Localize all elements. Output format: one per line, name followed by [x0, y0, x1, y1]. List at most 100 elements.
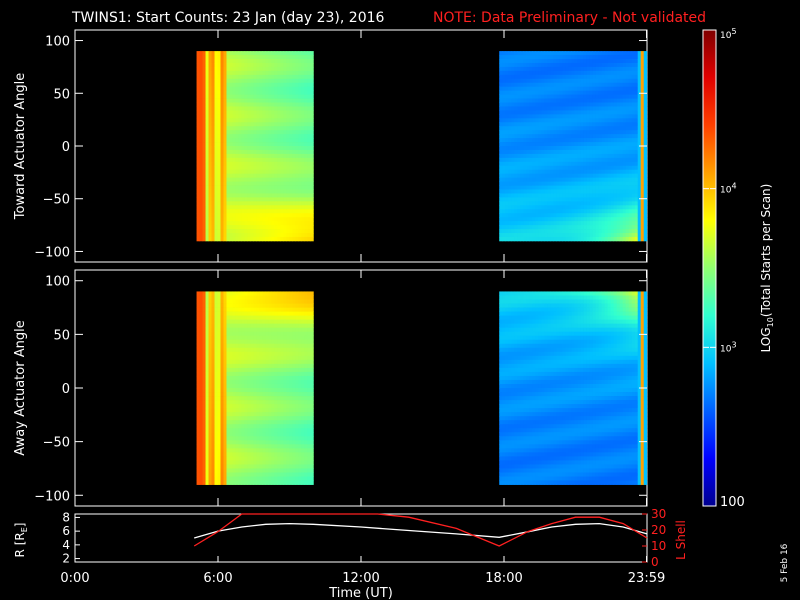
heatmap-cell [604, 146, 609, 151]
heatmap-cell [625, 169, 630, 175]
heatmap-cell [205, 86, 209, 92]
heatmap-cell [514, 225, 518, 230]
heatmap-cell [232, 110, 236, 115]
heatmap-cell [610, 189, 615, 194]
heatmap-cell [262, 173, 266, 179]
heatmap-cell [235, 440, 239, 445]
heatmap-cell [196, 363, 200, 369]
heatmap-cell [301, 201, 305, 206]
heatmap-cell [217, 363, 221, 369]
heatmap-cell [208, 331, 212, 337]
heatmap-cell [229, 400, 233, 405]
heatmap-cell [562, 225, 566, 230]
heatmap-cell [565, 59, 569, 64]
heatmap-cell [547, 177, 551, 182]
heatmap-cell [196, 331, 200, 337]
heatmap-cell [217, 347, 221, 353]
heatmap-cell [229, 185, 233, 190]
heatmap-cell [205, 59, 209, 64]
heatmap-cell [559, 59, 563, 64]
heatmap-cell [202, 142, 206, 147]
heatmap-cell [262, 146, 266, 151]
heatmap-cell [526, 161, 530, 167]
heatmap-cell [556, 205, 560, 210]
heatmap-cell [535, 146, 539, 151]
heatmap-cell [229, 347, 233, 353]
heatmap-cell [514, 185, 518, 190]
heatmap-cell [253, 94, 257, 99]
heatmap-cell [607, 173, 612, 179]
heatmap-cell [589, 193, 593, 198]
heatmap-cell [223, 90, 227, 95]
heatmap-cell [625, 181, 630, 186]
heatmap-cell [544, 201, 548, 206]
heatmap-cell [628, 110, 633, 115]
heatmap-cell [637, 102, 642, 107]
heatmap-cell [202, 363, 206, 369]
heatmap-cell [553, 181, 557, 186]
heatmap-cell [214, 82, 218, 88]
heatmap-cell [220, 122, 224, 127]
heatmap-cell [256, 149, 260, 155]
heatmap-cell [544, 157, 548, 163]
heatmap-cell [220, 355, 224, 361]
heatmap-cell [589, 169, 593, 175]
heatmap-cell [571, 189, 575, 194]
heatmap-cell [280, 130, 284, 135]
heatmap-cell [277, 118, 281, 123]
heatmap-cell [508, 181, 512, 186]
heatmap-cell [514, 102, 518, 107]
heatmap-cell [505, 209, 509, 214]
heatmap-cell [568, 236, 572, 242]
heatmap-cell [508, 59, 512, 64]
heatmap-cell [268, 70, 272, 76]
heatmap-cell [586, 209, 590, 214]
heatmap-cell [226, 460, 230, 465]
heatmap-cell [211, 335, 215, 341]
heatmap-cell [202, 476, 206, 481]
heatmap-cell [502, 209, 506, 214]
heatmap-cell [208, 225, 212, 230]
heatmap-cell [550, 138, 554, 143]
heatmap-cell [634, 134, 639, 139]
heatmap-cell [556, 185, 560, 190]
heatmap-cell [628, 114, 633, 119]
heatmap-cell [520, 55, 524, 60]
heatmap-cell [628, 181, 633, 186]
heatmap-cell [253, 118, 257, 123]
heatmap-cell [295, 94, 299, 99]
heatmap-cell [241, 213, 245, 218]
heatmap-cell [574, 86, 578, 92]
heatmap-cell [628, 134, 633, 139]
heatmap-cell [217, 134, 221, 139]
heatmap-cell [208, 66, 212, 72]
heatmap-cell [235, 205, 239, 210]
heatmap-cell [559, 181, 563, 186]
heatmap-cell [550, 217, 554, 222]
heatmap-cell [292, 138, 296, 143]
heatmap-cell [238, 114, 242, 119]
heatmap-cell [196, 74, 200, 80]
heatmap-cell [232, 311, 236, 316]
heatmap-cell [310, 217, 314, 222]
heatmap-cell [607, 59, 612, 64]
heatmap-cell [202, 428, 206, 433]
heatmap-cell [205, 363, 209, 369]
heatmap-cell [553, 78, 557, 84]
heatmap-cell [202, 225, 206, 230]
heatmap-cell [262, 177, 266, 182]
heatmap-cell [232, 161, 236, 167]
heatmap-cell [580, 70, 584, 76]
heatmap-cell [229, 70, 233, 76]
heatmap-cell [601, 221, 606, 226]
heatmap-cell [202, 367, 206, 373]
heatmap-cell [199, 476, 203, 481]
heatmap-cell [610, 122, 615, 127]
heatmap-cell [250, 55, 254, 60]
heatmap-cell [304, 51, 308, 56]
heatmap-cell [589, 130, 593, 135]
heatmap-cell [220, 388, 224, 393]
heatmap-cell [586, 146, 590, 151]
heatmap-cell [307, 181, 311, 186]
heatmap-cell [232, 70, 236, 76]
